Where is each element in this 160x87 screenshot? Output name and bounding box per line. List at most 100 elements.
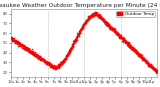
Point xyxy=(49,65,51,66)
Point xyxy=(72,43,74,45)
Point xyxy=(62,61,64,63)
Point xyxy=(128,44,131,45)
Point xyxy=(92,15,95,16)
Point xyxy=(142,58,145,60)
Point xyxy=(57,65,59,67)
Point xyxy=(69,49,72,50)
Point xyxy=(53,66,55,67)
Point xyxy=(27,48,29,50)
Point xyxy=(88,17,91,18)
Point xyxy=(154,70,157,72)
Point xyxy=(115,31,118,32)
Point xyxy=(85,20,87,21)
Point xyxy=(11,40,14,41)
Point xyxy=(38,56,41,58)
Point xyxy=(24,47,27,48)
Point xyxy=(38,58,41,60)
Point xyxy=(50,67,52,68)
Point xyxy=(135,53,137,54)
Point xyxy=(111,28,113,29)
Point xyxy=(91,14,93,15)
Point xyxy=(140,55,143,57)
Point xyxy=(48,61,50,63)
Point xyxy=(121,38,124,39)
Point xyxy=(92,14,94,16)
Point xyxy=(94,14,97,15)
Point xyxy=(134,51,137,52)
Point xyxy=(39,58,42,59)
Point xyxy=(130,48,133,49)
Point xyxy=(67,53,70,54)
Point xyxy=(123,39,125,41)
Point xyxy=(155,71,157,72)
Point xyxy=(138,54,140,55)
Point xyxy=(35,53,37,54)
Point xyxy=(153,67,155,68)
Point xyxy=(11,38,13,39)
Point xyxy=(135,52,138,54)
Point xyxy=(25,48,28,49)
Point xyxy=(40,57,43,59)
Point xyxy=(14,40,16,41)
Point xyxy=(36,55,38,56)
Point xyxy=(38,56,40,57)
Point xyxy=(109,28,112,29)
Point xyxy=(132,49,134,50)
Point xyxy=(82,23,84,25)
Point xyxy=(11,37,13,39)
Point xyxy=(58,63,60,64)
Point xyxy=(89,15,92,17)
Point xyxy=(105,23,107,24)
Point xyxy=(89,16,91,17)
Point xyxy=(26,49,28,51)
Point xyxy=(26,46,28,48)
Point xyxy=(56,64,59,65)
Point xyxy=(70,47,73,48)
Point xyxy=(114,29,116,31)
Point xyxy=(38,57,40,59)
Point xyxy=(46,62,48,64)
Point xyxy=(41,58,43,60)
Point xyxy=(128,44,131,46)
Point xyxy=(45,61,48,63)
Point xyxy=(122,40,125,41)
Point xyxy=(153,67,156,68)
Point xyxy=(131,47,133,49)
Point xyxy=(151,65,153,66)
Point xyxy=(46,61,49,62)
Point xyxy=(22,47,25,49)
Point xyxy=(83,22,86,24)
Point xyxy=(14,40,16,42)
Point xyxy=(118,35,120,37)
Point xyxy=(94,12,96,13)
Point xyxy=(51,67,53,68)
Point xyxy=(148,64,151,66)
Point xyxy=(148,65,151,66)
Point xyxy=(28,51,31,52)
Point xyxy=(79,29,81,31)
Point xyxy=(82,24,85,25)
Point xyxy=(155,70,158,71)
Point xyxy=(41,58,44,59)
Point xyxy=(117,35,120,36)
Point xyxy=(32,52,34,53)
Point xyxy=(126,44,129,45)
Point xyxy=(44,61,47,62)
Point xyxy=(121,37,123,38)
Point xyxy=(121,38,124,39)
Point xyxy=(119,35,122,36)
Point xyxy=(81,27,84,28)
Point xyxy=(118,36,120,38)
Point xyxy=(48,63,51,65)
Point xyxy=(97,16,100,17)
Point xyxy=(146,62,148,63)
Point xyxy=(112,30,114,31)
Point xyxy=(86,20,88,21)
Point xyxy=(19,44,22,46)
Point xyxy=(100,17,103,19)
Point xyxy=(23,47,25,48)
Point xyxy=(115,32,118,33)
Point xyxy=(57,65,60,67)
Point xyxy=(44,60,46,61)
Point xyxy=(47,63,50,64)
